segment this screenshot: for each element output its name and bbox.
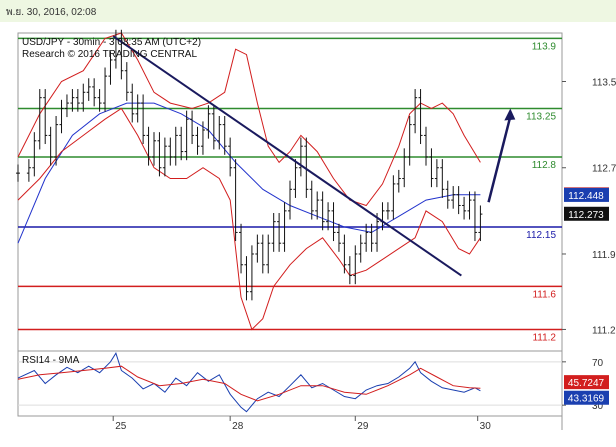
series-bb_upper — [17, 32, 481, 207]
time-tick-label-2: 29 — [357, 421, 369, 432]
level-label-4: 111.6 — [532, 289, 556, 300]
rsi-series-rsi_ma — [17, 365, 481, 402]
rsi-tag-label-1: 43.3169 — [568, 394, 605, 405]
price-tick-label-0: 113.5 — [592, 78, 616, 89]
rsi-tag-0 — [564, 375, 609, 390]
header-bar — [0, 0, 616, 22]
rsi-tick-label-0: 70 — [592, 358, 604, 369]
price-tick-label-2: 111.9 — [592, 250, 616, 261]
forecast-arrow-head — [504, 108, 516, 121]
price-tag-label-1: 112.448 — [568, 191, 604, 202]
chart-title: USD/JPY - 30min - 3:08:35 AM (UTC+2) — [22, 37, 201, 48]
chart-subtitle: Research © 2016 TRADING CENTRAL — [22, 49, 197, 60]
rsi-tag-label-0: 45.7247 — [568, 378, 605, 389]
level-label-3: 112.15 — [526, 230, 556, 241]
price-tick-label-3: 111.2 — [592, 325, 616, 336]
level-label-1: 113.25 — [526, 111, 556, 122]
rsi-panel — [17, 350, 563, 417]
price-tag-2 — [564, 206, 609, 221]
price-tick-label-1: 112.7 — [592, 164, 616, 175]
trendline — [112, 35, 462, 277]
time-tick-label-0: 25 — [115, 421, 127, 432]
price-tag-label-2: 112.273 — [568, 210, 604, 221]
level-label-2: 112.8 — [532, 160, 557, 171]
forecast-arrow-shaft — [487, 116, 512, 203]
rsi-label: RSI14 - 9MA — [22, 355, 80, 366]
header-timestamp: พ.ย. 30, 2016, 02:08 — [6, 7, 97, 18]
level-label-0: 113.9 — [532, 41, 557, 52]
time-tick-label-3: 30 — [480, 421, 492, 432]
rsi-series-rsi — [17, 352, 481, 413]
price-tag-1 — [564, 187, 609, 202]
rsi-tick-label-1: 30 — [592, 401, 604, 412]
series-bb_lower — [17, 107, 481, 331]
level-label-5: 111.2 — [532, 332, 556, 343]
rsi-tag-1 — [564, 390, 609, 405]
series-ma_blue — [17, 102, 481, 244]
time-tick-label-1: 28 — [232, 421, 244, 432]
